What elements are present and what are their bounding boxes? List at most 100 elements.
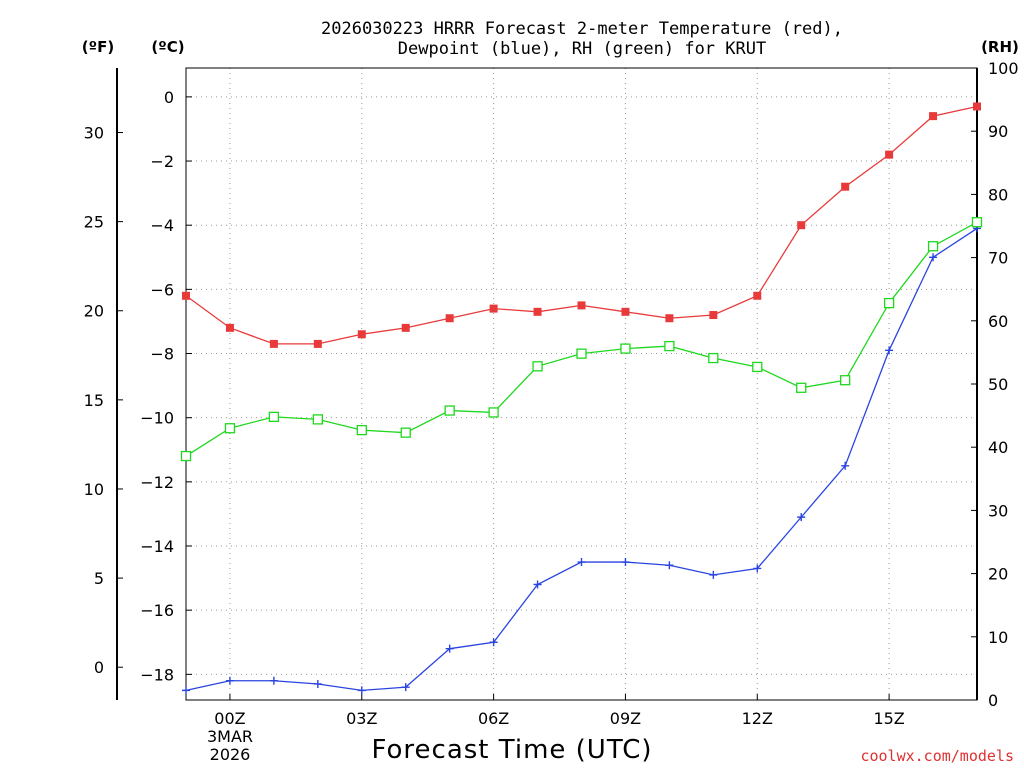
fahrenheit-tick-label: 20	[84, 302, 104, 321]
2-meter-temperature-point	[269, 339, 278, 348]
rh-tick-label: 100	[988, 59, 1019, 78]
dewpoint-point	[269, 676, 278, 685]
x-tick-label: 15Z	[873, 709, 904, 728]
rh-point	[312, 414, 323, 425]
rh-tick-label: 0	[988, 691, 998, 710]
celsius-tick-label: −16	[140, 601, 174, 620]
dewpoint-point	[665, 561, 674, 570]
rh-unit-label: (RH)	[981, 38, 1019, 56]
rh-point	[576, 348, 587, 359]
rh-tick-label: 70	[988, 249, 1008, 268]
2-meter-temperature-point	[489, 304, 498, 313]
chart-title-line-2: Dewpoint (blue), RH (green) for KRUT	[398, 39, 766, 59]
2-meter-temperature-point	[445, 314, 454, 323]
fahrenheit-tick-label: 5	[94, 569, 104, 588]
2-meter-temperature-point	[753, 291, 762, 300]
2-meter-temperature-point	[841, 182, 850, 191]
credit-text: coolwx.com/models	[860, 747, 1014, 765]
rh-point	[488, 407, 499, 418]
rh-tick-label: 90	[988, 122, 1008, 141]
2-meter-temperature-point	[401, 323, 410, 332]
2-meter-temperature-point	[182, 291, 190, 300]
grid-layer	[186, 68, 977, 700]
rh-tick-label: 50	[988, 375, 1008, 394]
rh-point	[444, 405, 455, 416]
x-tick-label: 06Z	[478, 709, 509, 728]
series-layer	[180, 102, 983, 695]
celsius-tick-label: −18	[140, 665, 174, 684]
rh-point	[664, 340, 675, 352]
rh-tick-label: 20	[988, 565, 1008, 584]
celsius-tick-label: −6	[150, 280, 174, 299]
rh-point	[620, 343, 631, 354]
dewpoint-point	[797, 513, 806, 522]
celsius-tick-label: −8	[150, 345, 174, 364]
rh-tick-label: 10	[988, 628, 1008, 647]
rh-point	[752, 361, 763, 373]
dewpoint-point	[489, 638, 498, 647]
dewpoint-point	[225, 676, 234, 685]
chart-title-line-1: 2026030223 HRRR Forecast 2-meter Tempera…	[321, 19, 843, 39]
dewpoint-line	[185, 227, 978, 692]
celsius-tick-label: −4	[150, 216, 174, 235]
fahrenheit-tick-label: 15	[84, 391, 104, 410]
dewpoint-point	[621, 558, 630, 567]
2-meter-temperature-point	[577, 301, 586, 310]
2-meter-temperature-point	[533, 307, 542, 316]
x-axis-title: Forecast Time (UTC)	[371, 735, 652, 765]
rh-tick-label: 40	[988, 438, 1008, 457]
date-label-year: 2026	[210, 745, 251, 764]
2-meter-temperature-point	[709, 311, 718, 320]
axis-layer: 0−2−4−6−8−10−12−14−16−183025201510500102…	[84, 59, 1019, 728]
rh-point	[532, 361, 543, 372]
rh-line	[185, 221, 978, 457]
2-meter-temperature-point	[225, 323, 234, 332]
plot-frame	[185, 67, 978, 701]
dewpoint-point	[313, 679, 322, 688]
rh-point	[796, 382, 807, 393]
rh-point	[400, 427, 411, 438]
2-meter-temperature-point	[929, 112, 938, 121]
rh-point	[268, 411, 280, 423]
fahrenheit-tick-label: 0	[94, 658, 104, 677]
dewpoint-point	[709, 570, 718, 579]
x-tick-label: 03Z	[346, 709, 377, 728]
2-meter-temperature-point	[973, 102, 981, 111]
celsius-tick-label: −10	[140, 409, 174, 428]
dewpoint-point	[182, 686, 190, 695]
fahrenheit-unit-label: (ºF)	[82, 38, 114, 56]
2-meter-temperature-point	[313, 339, 322, 348]
dewpoint-point	[533, 580, 542, 589]
x-tick-label: 12Z	[742, 709, 773, 728]
date-label-month: 3MAR	[207, 727, 253, 746]
rh-tick-label: 30	[988, 501, 1008, 520]
dewpoint-point	[577, 558, 586, 567]
dewpoint-point	[753, 564, 762, 573]
rh-point	[927, 241, 939, 252]
fahrenheit-tick-label: 25	[84, 213, 104, 232]
fahrenheit-tick-label: 30	[84, 124, 104, 143]
celsius-tick-label: −12	[140, 473, 174, 492]
x-tick-label: 00Z	[214, 709, 245, 728]
rh-point	[971, 217, 983, 228]
rh-point	[180, 450, 192, 462]
dewpoint-point	[401, 683, 410, 692]
rh-point	[883, 297, 895, 309]
2-meter-temperature-point	[357, 330, 366, 339]
celsius-tick-label: −2	[150, 152, 174, 171]
rh-tick-label: 80	[988, 185, 1008, 204]
dewpoint-point	[841, 461, 850, 470]
rh-point	[224, 423, 236, 434]
x-tick-label: 09Z	[610, 709, 641, 728]
fahrenheit-tick-label: 10	[84, 480, 104, 499]
celsius-unit-label: (ºC)	[151, 38, 184, 56]
celsius-tick-label: 0	[164, 88, 174, 107]
dewpoint-point	[357, 686, 366, 695]
dewpoint-point	[885, 346, 894, 355]
2-meter-temperature-point	[885, 150, 894, 159]
celsius-tick-label: −14	[140, 537, 174, 556]
2-meter-temperature-point	[665, 314, 674, 323]
rh-tick-label: 60	[988, 312, 1008, 331]
rh-point	[840, 375, 851, 386]
